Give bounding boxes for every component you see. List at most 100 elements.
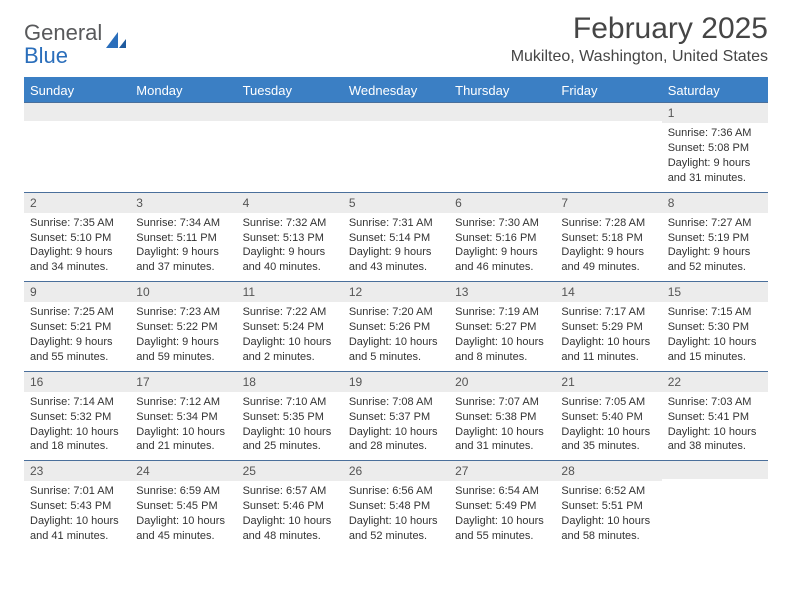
day-body: Sunrise: 6:56 AMSunset: 5:48 PMDaylight:… — [343, 481, 449, 549]
day-line: Sunrise: 7:27 AM — [668, 216, 762, 231]
day-line: Daylight: 10 hours and 28 minutes. — [349, 425, 443, 455]
day-cell: 13 Sunrise: 7:19 AMSunset: 5:27 PMDayligh… — [449, 282, 555, 371]
day-line: Daylight: 10 hours and 8 minutes. — [455, 335, 549, 365]
day-line: Daylight: 10 hours and 11 minutes. — [561, 335, 655, 365]
day-body: Sunrise: 7:05 AMSunset: 5:40 PMDaylight:… — [555, 392, 661, 460]
day-number: 25 — [237, 461, 343, 481]
day-number: 6 — [449, 193, 555, 213]
day-header-saturday: Saturday — [662, 79, 768, 102]
day-line: Sunset: 5:16 PM — [455, 231, 549, 246]
day-number: 8 — [662, 193, 768, 213]
day-cell: 6 Sunrise: 7:30 AMSunset: 5:16 PMDaylight… — [449, 193, 555, 282]
day-line: Sunset: 5:45 PM — [136, 499, 230, 514]
logo-text-block: General Blue — [24, 22, 102, 69]
day-body: Sunrise: 7:25 AMSunset: 5:21 PMDaylight:… — [24, 302, 130, 370]
day-line: Daylight: 9 hours and 37 minutes. — [136, 245, 230, 275]
day-line: Sunrise: 6:54 AM — [455, 484, 549, 499]
day-cell: 22Sunrise: 7:03 AMSunset: 5:41 PMDayligh… — [662, 372, 768, 461]
day-line: Sunset: 5:34 PM — [136, 410, 230, 425]
day-cell: 4Sunrise: 7:32 AMSunset: 5:13 PMDaylight… — [237, 193, 343, 282]
day-number: 24 — [130, 461, 236, 481]
day-line: Sunrise: 7:30 AM — [455, 216, 549, 231]
day-number: 26 — [343, 461, 449, 481]
day-body: Sunrise: 7:20 AMSunset: 5:26 PMDaylight:… — [343, 302, 449, 370]
day-body — [343, 121, 449, 130]
day-body — [662, 479, 768, 488]
day-number — [130, 103, 236, 121]
day-line: Daylight: 10 hours and 2 minutes. — [243, 335, 337, 365]
day-line: Sunset: 5:27 PM — [455, 320, 549, 335]
day-line: Sunrise: 7:10 AM — [243, 395, 337, 410]
day-line: Daylight: 9 hours and 40 minutes. — [243, 245, 337, 275]
day-line: Sunrise: 7:19 AM — [455, 305, 549, 320]
day-line: Daylight: 9 hours and 43 minutes. — [349, 245, 443, 275]
day-body: Sunrise: 7:23 AMSunset: 5:22 PMDaylight:… — [130, 302, 236, 370]
week-row: 1Sunrise: 7:36 AMSunset: 5:08 PMDaylight… — [24, 102, 768, 192]
day-cell: 26Sunrise: 6:56 AMSunset: 5:48 PMDayligh… — [343, 461, 449, 550]
day-body: Sunrise: 7:08 AMSunset: 5:37 PMDaylight:… — [343, 392, 449, 460]
day-line: Daylight: 9 hours and 52 minutes. — [668, 245, 762, 275]
day-header-sunday: Sunday — [24, 79, 130, 102]
day-line: Sunset: 5:35 PM — [243, 410, 337, 425]
day-line: Sunrise: 7:14 AM — [30, 395, 124, 410]
day-body: Sunrise: 7:01 AMSunset: 5:43 PMDaylight:… — [24, 481, 130, 549]
day-body: Sunrise: 7:34 AMSunset: 5:11 PMDaylight:… — [130, 213, 236, 281]
day-cell: 2Sunrise: 7:35 AMSunset: 5:10 PMDaylight… — [24, 193, 130, 282]
day-cell — [24, 103, 130, 192]
day-line: Sunrise: 7:20 AM — [349, 305, 443, 320]
day-line: Sunset: 5:38 PM — [455, 410, 549, 425]
day-number: 3 — [130, 193, 236, 213]
day-body: Sunrise: 6:59 AMSunset: 5:45 PMDaylight:… — [130, 481, 236, 549]
day-line: Sunset: 5:21 PM — [30, 320, 124, 335]
day-cell: 20Sunrise: 7:07 AMSunset: 5:38 PMDayligh… — [449, 372, 555, 461]
day-cell: 7Sunrise: 7:28 AMSunset: 5:18 PMDaylight… — [555, 193, 661, 282]
day-cell: 15Sunrise: 7:15 AMSunset: 5:30 PMDayligh… — [662, 282, 768, 371]
day-cell: 11Sunrise: 7:22 AMSunset: 5:24 PMDayligh… — [237, 282, 343, 371]
day-line: Daylight: 9 hours and 49 minutes. — [561, 245, 655, 275]
day-line: Sunset: 5:51 PM — [561, 499, 655, 514]
day-line: Daylight: 10 hours and 45 minutes. — [136, 514, 230, 544]
day-number: 13 — [449, 282, 555, 302]
day-number: 7 — [555, 193, 661, 213]
month-title: February 2025 — [511, 12, 768, 46]
day-header-thursday: Thursday — [449, 79, 555, 102]
day-line: Daylight: 10 hours and 25 minutes. — [243, 425, 337, 455]
week-row: 2Sunrise: 7:35 AMSunset: 5:10 PMDaylight… — [24, 192, 768, 282]
day-number: 15 — [662, 282, 768, 302]
day-line: Sunrise: 7:34 AM — [136, 216, 230, 231]
day-line: Daylight: 9 hours and 46 minutes. — [455, 245, 549, 275]
day-line: Sunrise: 7:36 AM — [668, 126, 762, 141]
day-body: Sunrise: 7:14 AMSunset: 5:32 PMDaylight:… — [24, 392, 130, 460]
day-body — [449, 121, 555, 130]
day-cell: 14Sunrise: 7:17 AMSunset: 5:29 PMDayligh… — [555, 282, 661, 371]
title-block: February 2025 Mukilteo, Washington, Unit… — [511, 12, 768, 66]
day-number: 27 — [449, 461, 555, 481]
day-line: Sunset: 5:26 PM — [349, 320, 443, 335]
day-header-friday: Friday — [555, 79, 661, 102]
sail-icon — [104, 30, 128, 57]
day-body: Sunrise: 7:17 AMSunset: 5:29 PMDaylight:… — [555, 302, 661, 370]
day-line: Sunset: 5:30 PM — [668, 320, 762, 335]
day-line: Daylight: 10 hours and 31 minutes. — [455, 425, 549, 455]
day-number: 9 — [24, 282, 130, 302]
day-line: Sunset: 5:19 PM — [668, 231, 762, 246]
day-number — [449, 103, 555, 121]
day-line: Daylight: 10 hours and 55 minutes. — [455, 514, 549, 544]
day-line: Daylight: 10 hours and 15 minutes. — [668, 335, 762, 365]
day-number: 14 — [555, 282, 661, 302]
day-cell — [237, 103, 343, 192]
day-body: Sunrise: 7:03 AMSunset: 5:41 PMDaylight:… — [662, 392, 768, 460]
day-line: Daylight: 10 hours and 48 minutes. — [243, 514, 337, 544]
day-line: Sunrise: 7:03 AM — [668, 395, 762, 410]
day-number — [662, 461, 768, 479]
day-number: 28 — [555, 461, 661, 481]
day-line: Daylight: 10 hours and 38 minutes. — [668, 425, 762, 455]
day-body — [237, 121, 343, 130]
day-line: Sunset: 5:24 PM — [243, 320, 337, 335]
day-line: Daylight: 10 hours and 5 minutes. — [349, 335, 443, 365]
day-line: Sunrise: 7:05 AM — [561, 395, 655, 410]
day-line: Sunset: 5:37 PM — [349, 410, 443, 425]
day-line: Daylight: 9 hours and 31 minutes. — [668, 156, 762, 186]
day-line: Sunset: 5:14 PM — [349, 231, 443, 246]
day-cell — [555, 103, 661, 192]
